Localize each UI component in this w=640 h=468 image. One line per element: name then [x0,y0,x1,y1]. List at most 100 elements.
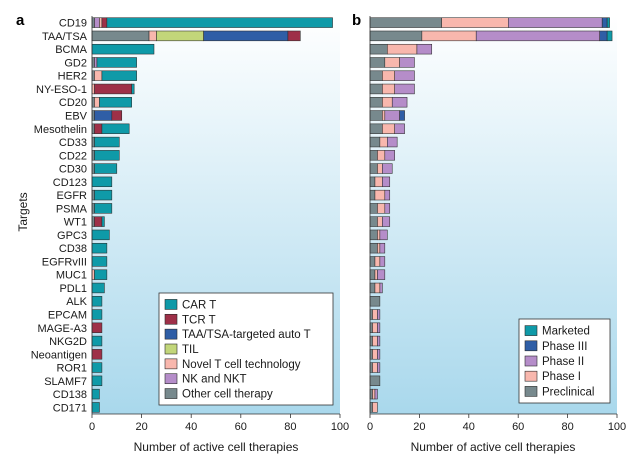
category-label: Mesothelin [34,124,87,136]
bar-b-neoantigen-phase-i [372,349,378,360]
bar-b-mesothelin-phase-i [382,123,395,134]
category-label: CD138 [53,389,87,401]
legend-label: TCR T [182,314,216,326]
bar-b-ebv-phase-ii [384,110,400,121]
bar-a-gd2-nk-and-nkt [94,57,98,68]
bar-a-cd33-car-t [94,136,120,148]
bar-a-cd19-nk-and-nkt [94,17,100,28]
bar-a-ror1-car-t [91,362,103,373]
bar-b-wt1-preclinical [369,216,378,227]
category-label: CD19 [59,18,87,30]
legend-label: TIL [182,344,199,356]
bar-b-nkg2d-phase-i [372,335,378,347]
category-label: WT1 [64,217,87,229]
x-tick-label: 0 [367,421,373,433]
bar-b-bcma-phase-ii [416,43,433,55]
bar-b-egfr-preclinical [369,189,376,201]
bar-b-ror1-phase-ii [377,362,381,373]
bar-a-gpc3-car-t [91,229,110,241]
bar-b-her2-phase-i [382,70,395,81]
bar-a-nkg2d-car-t [91,335,103,347]
bar-a-alk-car-t [91,296,103,307]
bar-b-cd123-phase-ii [382,176,391,188]
legend-label: Preclinical [542,386,594,398]
bar-a-psma-car-t [94,203,113,214]
bar-b-cd19-preclinical [369,17,442,28]
category-label: CD20 [59,97,87,109]
bar-b-ny-eso-1-phase-i [382,83,395,95]
bar-b-pdl1-phase-ii [379,282,383,294]
bar-b-her2-phase-ii [394,70,415,81]
x-tick-label: 60 [512,421,524,433]
bar-b-cd38-phase-i [377,242,381,254]
bar-b-gd2-phase-i [384,57,400,68]
bar-b-alk-preclinical [369,296,381,307]
x-axis-title-a: Number of active cell therapies [134,440,299,454]
legend-swatch-phase-ii [524,355,538,367]
category-label: MAGE-A3 [37,323,87,335]
legend-label: Other cell therapy [182,389,273,401]
legend-swatch-marketed [524,325,538,336]
bar-b-cd30-phase-ii [382,163,393,174]
bar-b-taa-tsa-phase-ii [475,30,600,42]
category-label: ROR1 [56,363,87,375]
bar-b-gpc3-phase-ii [379,229,388,241]
bar-b-cd20-phase-ii [391,97,408,108]
bar-b-cd33-preclinical [369,136,381,148]
bar-a-cd20-novel-t-cell-technology [94,97,100,108]
bar-a-taa-tsa-novel-t-cell-technology [148,30,157,42]
category-label: CD22 [59,150,87,162]
legend-swatch-phase-iii [524,340,538,352]
bar-a-her2-novel-t-cell-technology [94,70,103,81]
bar-a-ny-eso-1-tcr-t [94,83,132,95]
bar-b-egfrviii-phase-ii [379,256,386,267]
bar-b-cd138-phase-ii [374,388,378,400]
category-label: PDL1 [59,283,87,295]
bar-a-mage-a3-tcr-t [91,322,103,333]
bar-b-gd2-phase-ii [399,57,415,68]
bar-b-mesothelin-phase-ii [394,123,405,134]
category-label: GPC3 [57,230,87,242]
category-label: GD2 [64,57,87,69]
bar-b-cd19-phase-i [441,17,509,28]
bar-b-cd22-preclinical [369,150,378,161]
bar-a-cd138-car-t [91,388,100,400]
bar-b-ny-eso-1-preclinical [369,83,383,95]
x-tick-label: 80 [284,421,296,433]
bar-a-mesothelin-car-t [101,123,130,134]
legend-swatch-nk-and-nkt [164,373,178,385]
bar-b-bcma-phase-i [387,43,418,55]
bar-a-her2-car-t [101,70,137,81]
bar-a-cd20-car-t [99,97,132,108]
bar-a-bcma-car-t [91,43,155,55]
bar-b-ror1-phase-i [372,362,378,373]
bar-a-cd30-car-t [94,163,118,174]
bar-b-pdl1-preclinical [369,282,376,294]
x-tick-label: 40 [185,421,197,433]
bar-b-wt1-phase-ii [382,216,391,227]
category-label: NKG2D [49,336,87,348]
legend-b: Marketed Phase III Phase II Phase I Preclini… [518,318,611,404]
bar-b-cd38-phase-ii [379,242,386,254]
category-label: PSMA [56,203,88,215]
legend-label: Marketed [542,326,590,338]
bar-b-cd33-phase-ii [387,136,398,148]
legend-label: Phase III [542,341,587,353]
legend-label: Novel T cell technology [182,359,301,371]
category-label: NY-ESO-1 [36,84,87,96]
bar-b-cd19-phase-iii [601,17,608,28]
bar-b-cd22-phase-i [377,150,386,161]
bar-b-ny-eso-1-phase-ii [394,83,415,95]
bar-a-cd171-car-t [91,402,100,413]
bar-a-ny-eso-1-car-t [131,83,135,95]
bar-b-nkg2d-phase-ii [377,335,381,347]
bar-b-taa-tsa-phase-i [421,30,477,42]
x-axis-title-b: Number of active cell therapies [411,440,576,454]
category-label: CD123 [53,177,87,189]
bar-b-ebv-phase-i [382,110,386,121]
bar-b-mesothelin-preclinical [369,123,383,134]
bar-b-cd19-marketed [606,17,610,28]
x-tick-label: 80 [561,421,573,433]
panel-a-letter: a [16,12,25,29]
